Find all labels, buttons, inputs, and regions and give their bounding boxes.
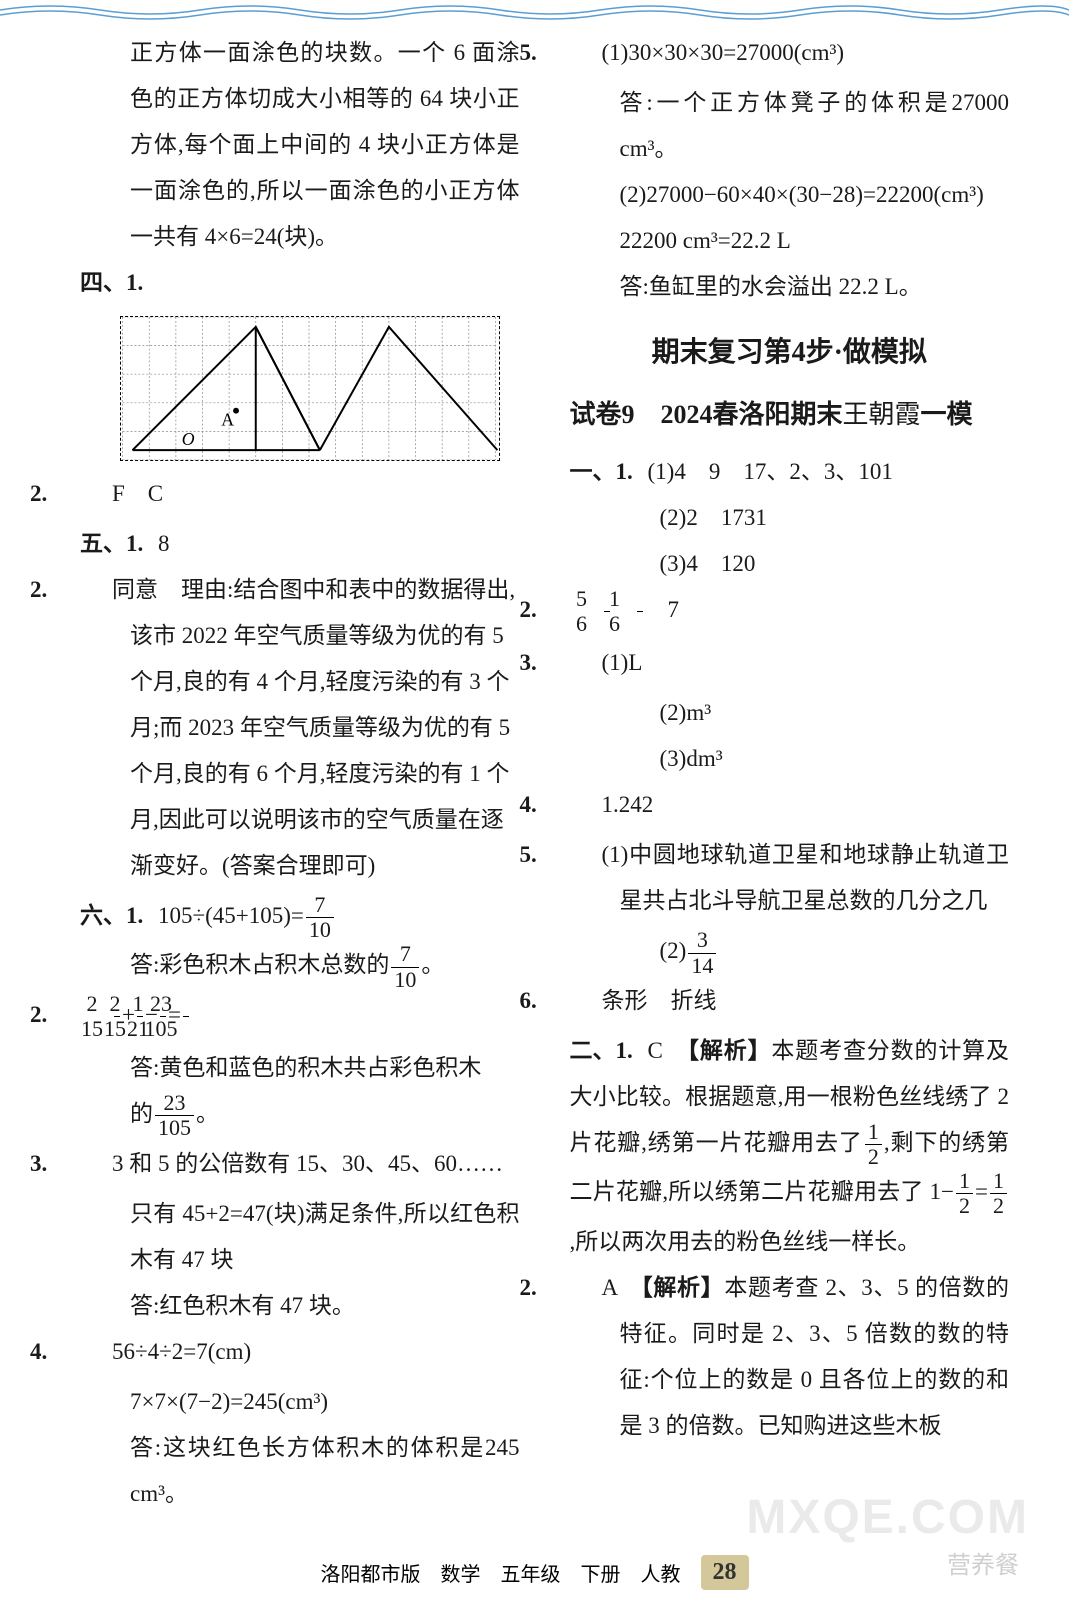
r-s1-q6a: 条形 折线: [602, 988, 717, 1013]
footer-text: 洛阳都市版 数学 五年级 下册 人教: [321, 1558, 681, 1587]
q6-3-label: 3.: [80, 1141, 112, 1187]
grid-chart: M A O N: [120, 316, 500, 461]
q4-2-answer: F C: [112, 481, 163, 506]
q5-1-label: 1.: [126, 521, 158, 567]
section-4: 四、1.: [80, 260, 520, 517]
q6-3-line2: 只有 45+2=47(块)满足条件,所以红色积木有 47 块: [80, 1191, 520, 1283]
r-s1-q3p2: (2)m³: [570, 690, 1010, 736]
r-s2-label: 二、: [570, 1028, 616, 1074]
q6-1-frac: 710: [306, 893, 334, 942]
q5-2-label: 2.: [80, 567, 112, 613]
q4-2-label: 2.: [80, 471, 112, 517]
r-s2-q1-label: 1.: [616, 1028, 648, 1074]
right-section-2: 二、1.C 【解析】本题考查分数的计算及大小比较。根据题意,用一根粉色丝线绣了 …: [570, 1028, 1010, 1449]
r-q5-ans1: 答:一个正方体凳子的体积是27000 cm³。: [570, 80, 1010, 172]
r-q5-p2b: 22200 cm³=22.2 L: [570, 218, 1010, 264]
r-q5-p1: (1)30×30×30=27000(cm³): [602, 40, 845, 65]
section-5: 五、1.8 2.同意 理由:结合图中和表中的数据得出,该市 2022 年空气质量…: [80, 521, 520, 889]
r-s1-q1-label: 1.: [616, 449, 648, 495]
q6-3-answer: 答:红色积木有 47 块。: [80, 1283, 520, 1329]
left-column: 正方体一面涂色的块数。一个 6 面涂色的正方体切成大小相等的 64 块小正方体,…: [80, 30, 520, 1520]
page-number: 28: [701, 1555, 749, 1590]
r-s1-label: 一、: [570, 449, 616, 495]
r-s1-q3p3: (3)dm³: [570, 736, 1010, 782]
sub-title: 试卷9 2024春洛阳期末王朝霞一模: [570, 389, 1010, 441]
svg-text:M: M: [250, 317, 269, 320]
svg-text:O: O: [182, 429, 195, 449]
section-4-label: 四、: [80, 260, 126, 306]
q6-1-label: 1.: [126, 893, 158, 939]
q6-4-label: 4.: [80, 1329, 112, 1375]
r-s1-q1p3: (3)4 120: [570, 541, 1010, 587]
q4-1-label: 1.: [126, 260, 158, 306]
footer: 洛阳都市版 数学 五年级 下册 人教 28: [0, 1555, 1069, 1590]
analysis-label: 【解析】: [688, 1038, 772, 1063]
section-6: 六、1.105÷(45+105)=710 答:彩色积木占积木总数的710。 2.…: [80, 893, 520, 1517]
r-s2-q2ans: A: [602, 1275, 617, 1300]
r-s2-q2-label: 2.: [570, 1265, 602, 1311]
r-s1-q6-label: 6.: [570, 978, 602, 1024]
intro-paragraph: 正方体一面涂色的块数。一个 6 面涂色的正方体切成大小相等的 64 块小正方体,…: [80, 30, 520, 260]
svg-text:A: A: [221, 409, 234, 429]
svg-text:N: N: [314, 458, 330, 460]
q6-2-answer: 答:黄色和蓝色的积木共占彩色积木: [130, 1055, 481, 1080]
r-s1-q5p1: (1)中圆地球轨道卫星和地球静止轨道卫星共占北斗导航卫星总数的几分之几: [602, 842, 1010, 913]
r-s1-q3-label: 3.: [570, 640, 602, 686]
r-s1-q1p2: (2)2 1731: [570, 495, 1010, 541]
q6-1-answer: 答:彩色积木占积木总数的: [130, 952, 389, 977]
r-q5-p2: (2)27000−60×40×(30−28)=22200(cm³): [570, 172, 1010, 218]
q5-1-answer: 8: [158, 531, 170, 556]
q6-1-formula: 105÷(45+105)=: [158, 903, 304, 928]
r-q5-ans2: 答:鱼缸里的水会溢出 22.2 L。: [570, 264, 1010, 310]
r-q5-label: 5.: [570, 30, 602, 76]
right-column: 5.(1)30×30×30=27000(cm³) 答:一个正方体凳子的体积是27…: [570, 30, 1010, 1520]
q6-4-answer: 答:这块红色长方体积木的体积是245 cm³。: [80, 1425, 520, 1517]
r-s2-q1ans: C: [648, 1038, 663, 1063]
r-s1-q4a: 1.242: [602, 792, 654, 817]
q6-4-line1: 56÷4÷2=7(cm): [112, 1339, 251, 1364]
top-wave-decoration: [0, 0, 1069, 20]
page-container: 正方体一面涂色的块数。一个 6 面涂色的正方体切成大小相等的 64 块小正方体,…: [0, 0, 1069, 1540]
watermark: MXQE.COM: [746, 1490, 1029, 1545]
q6-3-line1: 3 和 5 的公倍数有 15、30、45、60……: [112, 1151, 503, 1176]
r-s1-q3p1: (1)L: [602, 650, 643, 675]
r-s2-q1t3: ,所以两次用去的粉色丝线一样长。: [570, 1229, 921, 1254]
section-6-label: 六、: [80, 893, 126, 939]
q5-2-text: 同意 理由:结合图中和表中的数据得出,该市 2022 年空气质量等级为优的有 5…: [112, 577, 515, 878]
right-section-1: 一、1.(1)4 9 17、2、3、101 (2)2 1731 (3)4 120…: [570, 449, 1010, 1024]
section-5-label: 五、: [80, 521, 126, 567]
r-s1-q5-label: 5.: [570, 832, 602, 878]
r-s1-q1p1: (1)4 9 17、2、3、101: [648, 459, 893, 484]
r-s1-q4-label: 4.: [570, 782, 602, 828]
big-title: 期末复习第4步·做模拟: [570, 325, 1010, 381]
q6-4-line2: 7×7×(7−2)=245(cm³): [80, 1379, 520, 1425]
